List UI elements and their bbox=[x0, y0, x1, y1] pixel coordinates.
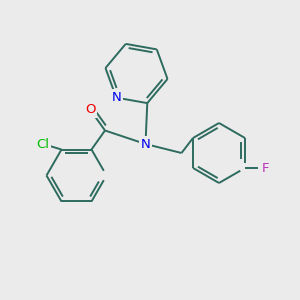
Text: Cl: Cl bbox=[36, 138, 50, 151]
Text: F: F bbox=[262, 161, 269, 175]
Text: O: O bbox=[85, 103, 95, 116]
Text: N: N bbox=[111, 91, 121, 104]
Text: N: N bbox=[141, 137, 150, 151]
